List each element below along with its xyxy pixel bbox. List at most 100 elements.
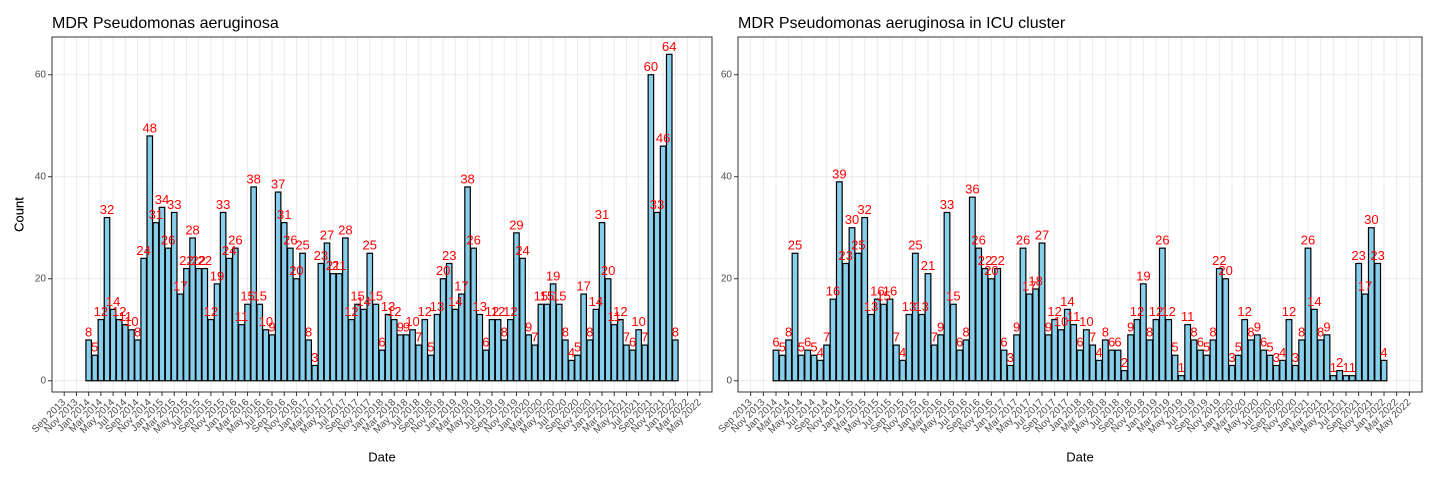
y-tick-label: 0: [726, 375, 732, 386]
bar: [568, 359, 575, 382]
bar: [470, 247, 478, 382]
data-label: 13: [381, 299, 395, 314]
bar: [274, 191, 282, 382]
data-label: 23: [442, 248, 456, 263]
data-label: 4: [817, 345, 824, 360]
data-label: 22: [198, 253, 212, 268]
bar: [164, 247, 172, 382]
data-label: 15: [534, 289, 548, 304]
bar: [1114, 349, 1122, 382]
data-label: 6: [772, 335, 779, 350]
bar: [1336, 369, 1344, 382]
data-label: 8: [305, 324, 312, 339]
bar: [1323, 334, 1331, 382]
data-label: 46: [656, 131, 670, 146]
data-label: 19: [1136, 268, 1150, 283]
data-label: 23: [1370, 248, 1384, 263]
data-label: 33: [650, 197, 664, 212]
data-label: 26: [466, 233, 480, 248]
chart-title: MDR Pseudomonas aeruginosa: [52, 15, 279, 32]
bar: [610, 324, 618, 382]
data-label: 11: [1067, 309, 1081, 324]
data-label: 17: [576, 279, 590, 294]
bar: [341, 237, 349, 382]
bar: [829, 298, 837, 382]
bar: [968, 196, 976, 382]
bar: [1019, 247, 1027, 382]
bar: [604, 278, 612, 382]
data-label: 8: [1247, 324, 1254, 339]
data-label: 4: [1279, 345, 1286, 360]
bar: [810, 354, 818, 382]
bar: [1032, 288, 1040, 382]
bar: [1051, 318, 1059, 382]
y-tick-label: 40: [35, 171, 47, 182]
bar: [189, 237, 196, 382]
bar: [1196, 349, 1204, 382]
data-label: 9: [403, 319, 410, 334]
bar: [500, 339, 508, 382]
bar: [268, 334, 276, 382]
bar: [433, 313, 441, 382]
bar: [299, 252, 306, 382]
bar: [543, 303, 551, 382]
data-label: 29: [509, 217, 523, 232]
bar: [506, 318, 514, 382]
bar: [785, 339, 793, 382]
bar: [1304, 247, 1312, 382]
bar: [439, 278, 447, 382]
data-label: 12: [94, 304, 108, 319]
data-label: 1: [1349, 360, 1356, 375]
bar: [629, 349, 636, 382]
data-label: 4: [1095, 345, 1102, 360]
bar: [1190, 339, 1198, 382]
bar: [861, 216, 869, 382]
data-label: 20: [601, 263, 615, 278]
data-label: 11: [119, 309, 133, 324]
data-label: 5: [779, 340, 786, 355]
data-label: 33: [167, 197, 181, 212]
data-label: 23: [1351, 248, 1365, 263]
data-label: 32: [100, 202, 114, 217]
data-label: 12: [1161, 304, 1175, 319]
bar: [1120, 369, 1128, 382]
data-label: 7: [931, 330, 938, 345]
bar: [409, 329, 416, 382]
bar: [403, 334, 410, 382]
data-label: 12: [485, 304, 499, 319]
bar: [128, 329, 135, 382]
data-label: 6: [1076, 335, 1083, 350]
data-label: 26: [283, 233, 297, 248]
bar: [464, 186, 471, 382]
data-label: 3: [1273, 350, 1280, 365]
data-label: 13: [914, 299, 928, 314]
bar: [1146, 339, 1154, 382]
bar: [195, 267, 203, 382]
data-label: 8: [501, 324, 508, 339]
bar: [85, 339, 93, 382]
y-axis-title: Count: [11, 197, 26, 232]
data-label: 12: [1130, 304, 1144, 319]
data-label: 3: [1292, 350, 1299, 365]
bar: [146, 135, 154, 382]
data-label: 12: [344, 304, 358, 319]
data-label: 3: [1228, 350, 1235, 365]
bar: [592, 308, 600, 382]
bar: [525, 334, 533, 382]
bar: [561, 339, 569, 382]
data-label: 14: [106, 294, 120, 309]
data-label: 6: [1000, 335, 1007, 350]
bar: [647, 74, 655, 382]
data-label: 7: [531, 330, 538, 345]
bar: [1089, 344, 1097, 382]
data-label: 6: [629, 335, 636, 350]
data-label: 12: [418, 304, 432, 319]
bar: [1057, 329, 1065, 382]
bar: [1241, 318, 1249, 382]
bar: [635, 329, 643, 382]
data-label: 7: [415, 330, 422, 345]
data-label: 24: [222, 243, 236, 258]
data-label: 25: [788, 238, 802, 253]
data-label: 15: [946, 289, 960, 304]
data-label: 5: [574, 340, 581, 355]
